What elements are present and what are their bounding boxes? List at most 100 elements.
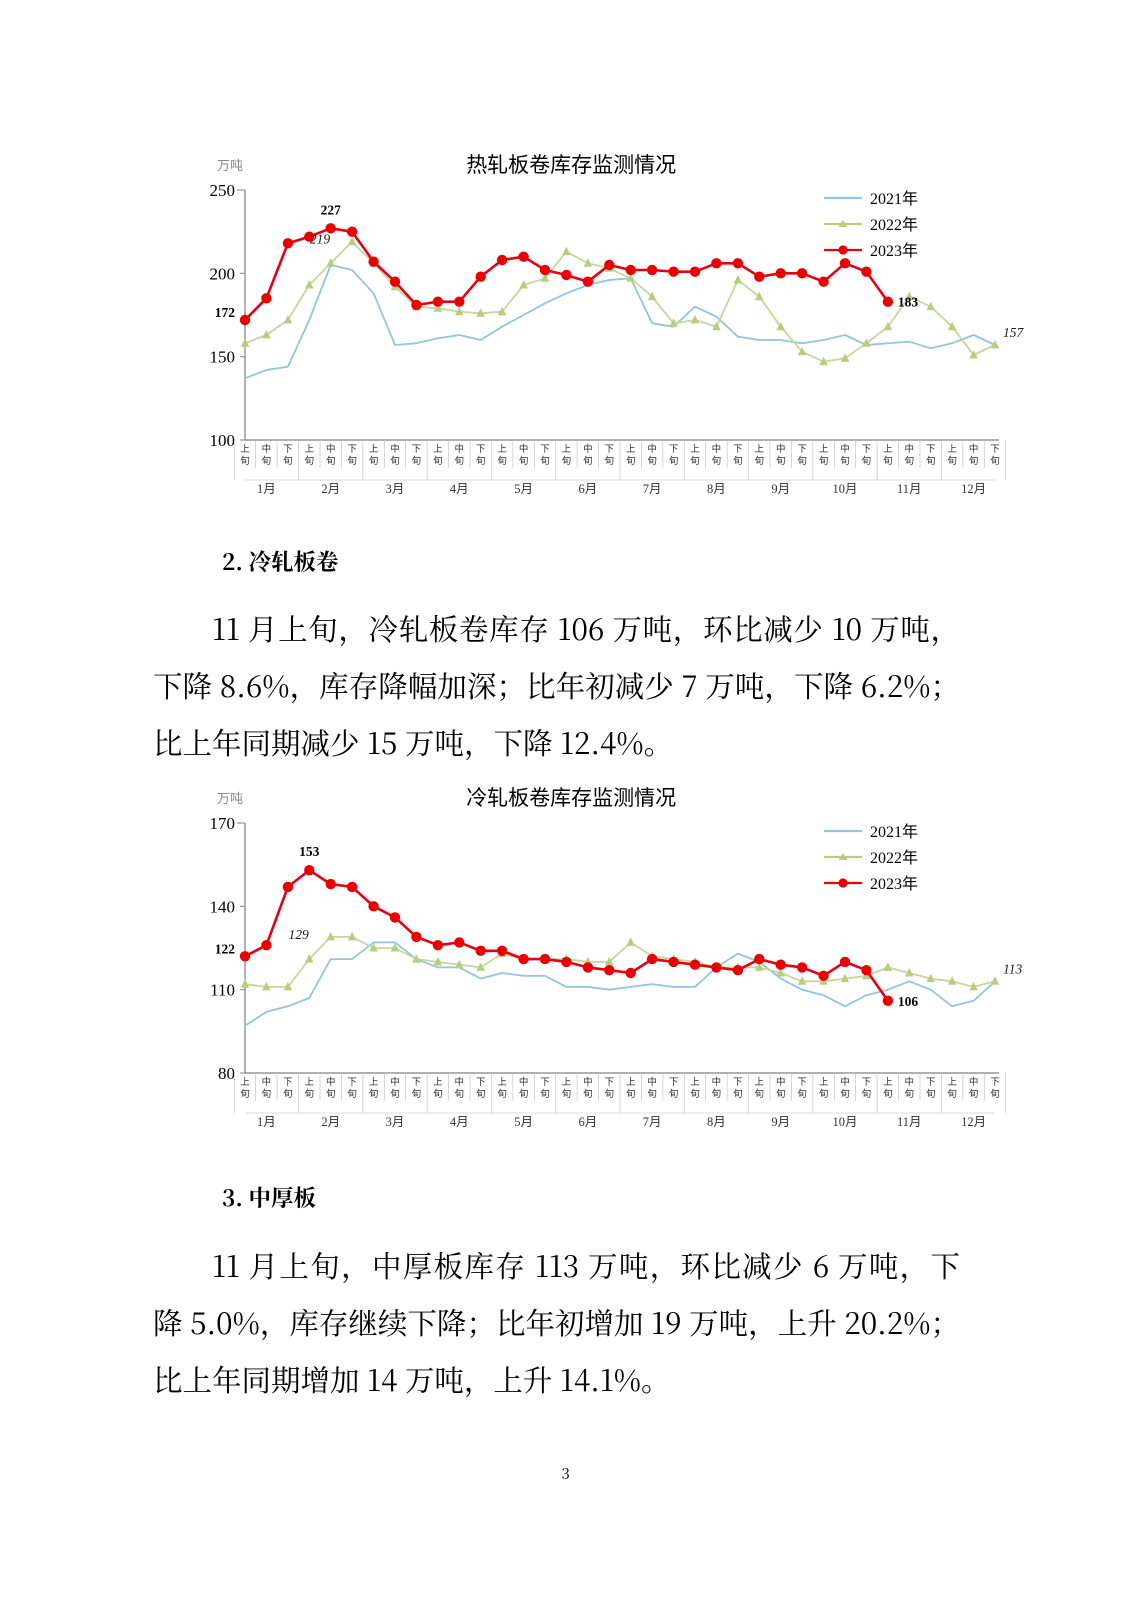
svg-text:中: 中 — [583, 443, 593, 455]
svg-text:旬: 旬 — [390, 455, 400, 467]
svg-text:中: 中 — [905, 1076, 915, 1088]
svg-text:7月: 7月 — [643, 482, 662, 496]
svg-text:旬: 旬 — [647, 1088, 657, 1100]
svg-text:旬: 旬 — [283, 1088, 293, 1100]
svg-text:旬: 旬 — [733, 1088, 743, 1100]
svg-text:1月: 1月 — [257, 482, 276, 496]
svg-text:旬: 旬 — [347, 455, 357, 467]
svg-text:旬: 旬 — [947, 1088, 957, 1100]
svg-text:183: 183 — [898, 295, 919, 310]
svg-text:中: 中 — [519, 443, 529, 455]
svg-text:旬: 旬 — [390, 1088, 400, 1100]
svg-text:旬: 旬 — [283, 455, 293, 467]
svg-text:旬: 旬 — [326, 455, 336, 467]
svg-text:中: 中 — [840, 1076, 850, 1088]
svg-text:中: 中 — [840, 443, 850, 455]
svg-text:旬: 旬 — [905, 455, 915, 467]
svg-text:110: 110 — [210, 981, 235, 1000]
svg-text:153: 153 — [299, 844, 320, 859]
svg-text:3月: 3月 — [386, 1115, 405, 1129]
svg-text:中: 中 — [905, 443, 915, 455]
svg-text:旬: 旬 — [433, 1088, 443, 1100]
svg-text:中: 中 — [647, 1076, 657, 1088]
svg-text:122: 122 — [215, 941, 236, 956]
svg-text:下: 下 — [862, 445, 872, 455]
svg-text:中: 中 — [262, 1076, 272, 1088]
svg-text:上: 上 — [497, 1077, 507, 1088]
svg-text:旬: 旬 — [626, 1088, 636, 1100]
svg-text:旬: 旬 — [883, 1088, 893, 1100]
svg-text:下: 下 — [283, 445, 293, 455]
svg-text:热轧板卷库存监测情况: 热轧板卷库存监测情况 — [466, 153, 676, 177]
svg-text:上: 上 — [690, 444, 700, 455]
svg-text:旬: 旬 — [776, 455, 786, 467]
svg-text:下: 下 — [347, 445, 357, 455]
svg-text:旬: 旬 — [926, 455, 936, 467]
svg-text:旬: 旬 — [240, 455, 250, 467]
svg-text:旬: 旬 — [905, 1088, 915, 1100]
svg-text:旬: 旬 — [926, 1088, 936, 1100]
svg-text:旬: 旬 — [305, 1088, 315, 1100]
svg-text:旬: 旬 — [883, 455, 893, 467]
svg-text:上: 上 — [305, 444, 315, 455]
svg-text:上: 上 — [755, 1077, 765, 1088]
svg-text:旬: 旬 — [433, 455, 443, 467]
svg-text:3月: 3月 — [386, 482, 405, 496]
svg-text:2022年: 2022年 — [870, 849, 918, 867]
svg-text:2月: 2月 — [321, 1115, 340, 1129]
svg-text:旬: 旬 — [990, 1088, 1000, 1100]
svg-text:200: 200 — [210, 264, 236, 283]
svg-text:旬: 旬 — [519, 1088, 529, 1100]
svg-text:中: 中 — [712, 443, 722, 455]
svg-text:旬: 旬 — [562, 1088, 572, 1100]
svg-text:4月: 4月 — [450, 482, 469, 496]
svg-text:下: 下 — [926, 445, 936, 455]
svg-text:2022年: 2022年 — [870, 216, 918, 234]
svg-text:旬: 旬 — [733, 455, 743, 467]
svg-text:旬: 旬 — [605, 455, 615, 467]
svg-text:旬: 旬 — [755, 455, 765, 467]
svg-text:10月: 10月 — [832, 1115, 857, 1129]
svg-text:中: 中 — [390, 443, 400, 455]
svg-text:下: 下 — [476, 445, 486, 455]
svg-text:80: 80 — [218, 1064, 235, 1083]
svg-text:旬: 旬 — [669, 1088, 679, 1100]
svg-text:下: 下 — [540, 1078, 550, 1088]
svg-text:下: 下 — [605, 1078, 615, 1088]
svg-text:9月: 9月 — [771, 482, 790, 496]
svg-text:下: 下 — [733, 445, 743, 455]
svg-text:上: 上 — [819, 444, 829, 455]
svg-text:万吨: 万吨 — [217, 158, 243, 173]
svg-text:上: 上 — [369, 444, 379, 455]
svg-text:下: 下 — [797, 1078, 807, 1088]
svg-text:6月: 6月 — [579, 482, 598, 496]
svg-text:旬: 旬 — [562, 455, 572, 467]
svg-text:11月: 11月 — [897, 482, 922, 496]
svg-text:中: 中 — [455, 443, 465, 455]
svg-text:旬: 旬 — [497, 1088, 507, 1100]
svg-text:下: 下 — [669, 445, 679, 455]
svg-text:旬: 旬 — [819, 1088, 829, 1100]
svg-text:上: 上 — [433, 444, 443, 455]
svg-text:旬: 旬 — [455, 455, 465, 467]
svg-text:旬: 旬 — [583, 455, 593, 467]
svg-text:下: 下 — [733, 1078, 743, 1088]
svg-text:2021年: 2021年 — [870, 823, 918, 841]
svg-text:旬: 旬 — [583, 1088, 593, 1100]
svg-text:中: 中 — [326, 443, 336, 455]
svg-text:旬: 旬 — [369, 455, 379, 467]
svg-text:上: 上 — [497, 444, 507, 455]
svg-text:5月: 5月 — [514, 482, 533, 496]
svg-text:5月: 5月 — [514, 1115, 533, 1129]
svg-text:上: 上 — [433, 1077, 443, 1088]
svg-text:上: 上 — [755, 444, 765, 455]
svg-text:旬: 旬 — [369, 1088, 379, 1100]
svg-text:上: 上 — [819, 1077, 829, 1088]
svg-text:下: 下 — [283, 1078, 293, 1088]
svg-text:旬: 旬 — [412, 1088, 422, 1100]
svg-text:下: 下 — [605, 445, 615, 455]
svg-text:旬: 旬 — [690, 1088, 700, 1100]
svg-text:中: 中 — [583, 1076, 593, 1088]
svg-text:157: 157 — [1003, 325, 1025, 340]
svg-text:2023年: 2023年 — [870, 242, 918, 260]
